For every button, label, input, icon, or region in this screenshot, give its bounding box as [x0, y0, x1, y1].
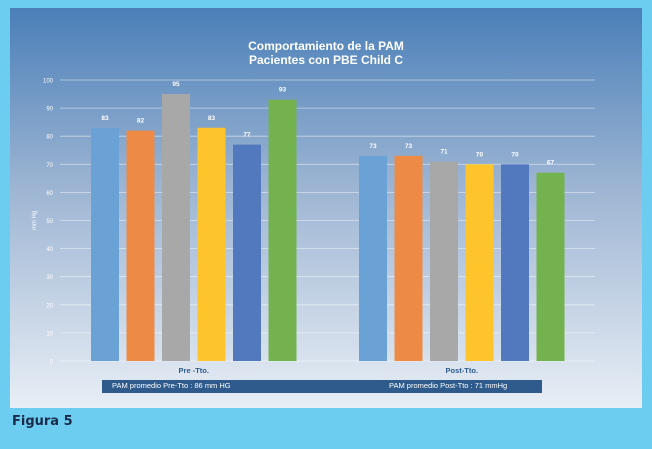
- data-label: 83: [101, 115, 109, 122]
- y-tick-label: 60: [46, 191, 53, 197]
- chart-title-line: Comportamiento de la PAM: [248, 39, 404, 53]
- y-tick-label: 10: [46, 331, 53, 337]
- bar: [233, 144, 261, 361]
- y-tick-label: 30: [46, 275, 53, 281]
- data-label: 70: [511, 151, 519, 158]
- bar: [359, 155, 387, 361]
- data-label: 95: [172, 81, 180, 88]
- data-label: 83: [208, 115, 216, 122]
- figure-caption: Figura 5: [12, 414, 73, 429]
- y-tick-label: 80: [46, 135, 53, 141]
- bar: [536, 172, 565, 361]
- data-label: 73: [405, 143, 413, 150]
- data-label: 77: [243, 132, 251, 139]
- y-tick-label: 50: [46, 219, 53, 225]
- y-axis-label: mm Hg: [32, 211, 38, 230]
- data-label: 70: [476, 151, 484, 158]
- y-tick-label: 20: [46, 303, 53, 309]
- data-label: 73: [369, 143, 377, 150]
- chart-panel: Comportamiento de la PAM Pacientes con PB…: [10, 8, 642, 408]
- y-tick-label: 100: [43, 79, 54, 85]
- data-label: 93: [279, 87, 287, 94]
- bar: [268, 99, 297, 362]
- summary-pre: PAM promedio Pre-Tto : 86 mm HG: [112, 381, 231, 390]
- y-tick-label: 90: [46, 107, 53, 113]
- data-label: 67: [547, 160, 555, 167]
- bar: [430, 161, 458, 361]
- summary-bar: [102, 380, 542, 393]
- y-tick-label: 0: [50, 360, 54, 366]
- data-label: 82: [137, 118, 145, 125]
- y-tick-label: 40: [46, 247, 53, 253]
- bar: [162, 94, 190, 362]
- bar: [197, 127, 226, 362]
- summary-post: PAM promedio Post-Tto : 71 mmHg: [389, 381, 508, 390]
- data-label: 71: [440, 148, 448, 155]
- y-tick-label: 70: [46, 163, 53, 169]
- bar: [465, 164, 494, 361]
- bar: [501, 164, 529, 361]
- category-label: Post-Tto.: [446, 366, 479, 375]
- bar: [394, 155, 423, 361]
- chart-title-line: Pacientes con PBE Child C: [249, 53, 403, 67]
- bar: [126, 130, 155, 361]
- category-label: Pre -Tto.: [179, 366, 209, 375]
- bar: [91, 127, 119, 362]
